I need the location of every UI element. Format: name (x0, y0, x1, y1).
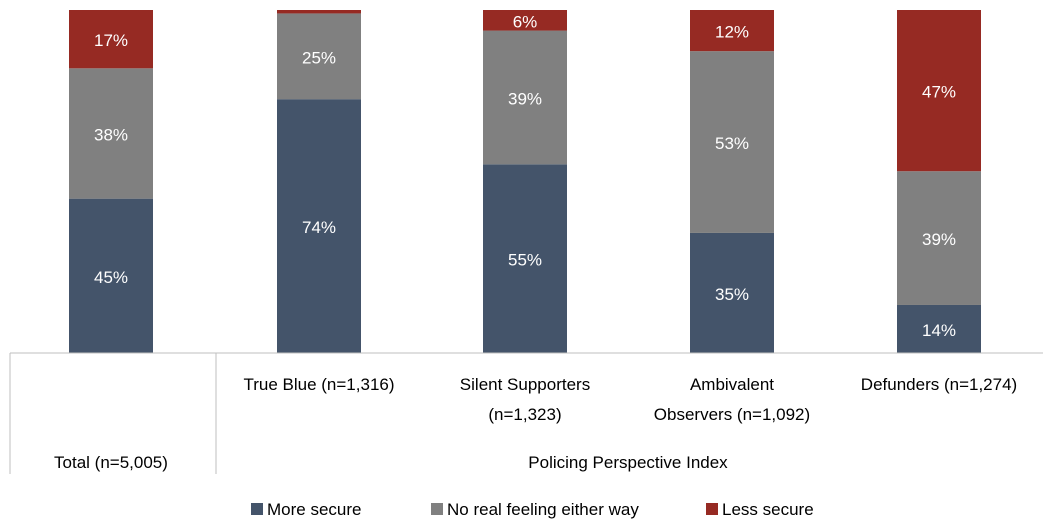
legend-swatch (706, 503, 718, 515)
legend-label: No real feeling either way (447, 500, 639, 519)
bar-1-1 (69, 198, 153, 353)
data-label: 39% (508, 89, 542, 108)
data-label: 39% (922, 230, 956, 249)
bar-1-5 (897, 304, 981, 353)
data-label: 25% (302, 48, 336, 67)
bar-2-5 (897, 171, 981, 305)
data-label: 12% (715, 23, 749, 42)
data-label: 14% (922, 321, 956, 340)
bar-1-4 (690, 232, 774, 353)
data-label: 45% (94, 268, 128, 287)
legend-swatch (251, 503, 263, 515)
x-tick-label: True Blue (n=1,316) (243, 375, 394, 394)
bar-3-4 (690, 10, 774, 52)
x-tick-label: Ambivalent (690, 375, 774, 394)
data-label: 74% (302, 218, 336, 237)
data-label: 55% (508, 251, 542, 270)
bar-1-2 (277, 99, 361, 354)
data-label: 17% (94, 31, 128, 50)
bar-2-3 (483, 30, 567, 165)
bar-2-1 (69, 68, 153, 199)
x-tick-label: (n=1,323) (488, 405, 561, 424)
data-label: 6% (513, 12, 538, 31)
bar-3-2 (277, 10, 361, 14)
bar-3-5 (897, 10, 981, 172)
bar-3-3 (483, 10, 567, 31)
legend-swatch (431, 503, 443, 515)
x-tick-label: Observers (n=1,092) (654, 405, 810, 424)
data-label: 35% (715, 285, 749, 304)
bar-1-3 (483, 164, 567, 353)
x-tick-label: Silent Supporters (460, 375, 590, 394)
bar-2-4 (690, 51, 774, 233)
bar-2-2 (277, 13, 361, 100)
data-label: 47% (922, 83, 956, 102)
group-label: Policing Perspective Index (528, 453, 728, 472)
legend-label: More secure (267, 500, 361, 519)
x-tick-label: Total (n=5,005) (54, 453, 168, 472)
legend-label: Less secure (722, 500, 814, 519)
bar-3-1 (69, 10, 153, 69)
data-label: 53% (715, 134, 749, 153)
x-tick-label: Defunders (n=1,274) (861, 375, 1017, 394)
data-label: 38% (94, 125, 128, 144)
